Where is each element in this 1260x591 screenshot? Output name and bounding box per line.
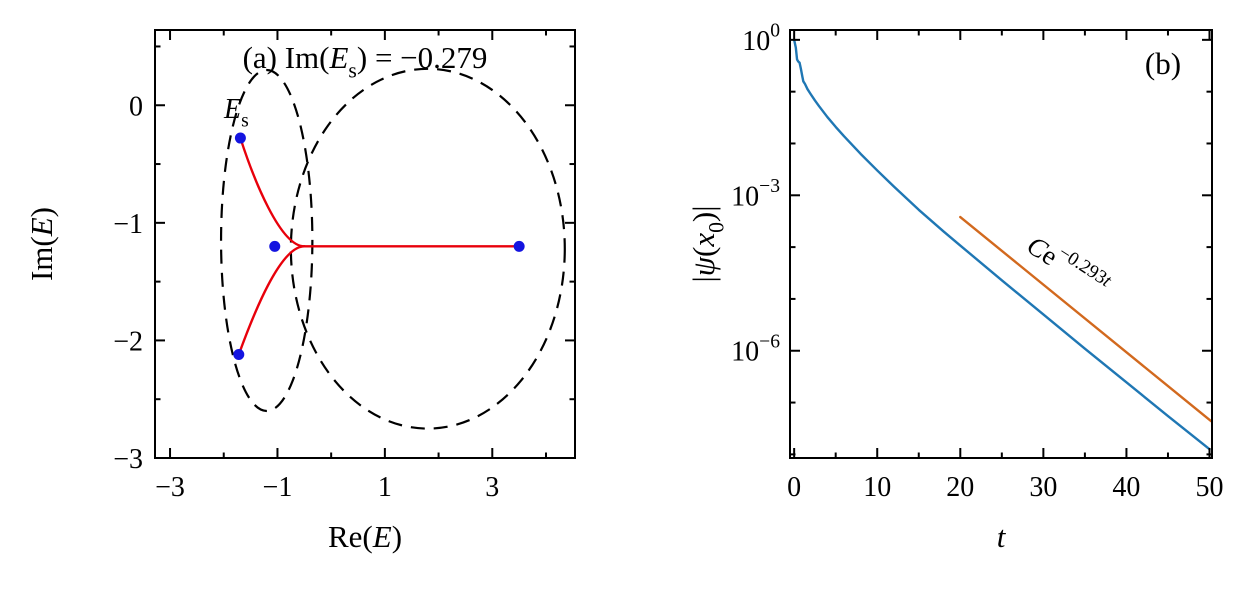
text-segment: 0 xyxy=(770,20,780,41)
text-segment: Re( xyxy=(328,519,373,554)
text-segment: −3 xyxy=(113,444,143,475)
text-segment: 10 xyxy=(742,26,770,57)
panel-a-y-tick-label: −3 xyxy=(113,444,143,475)
text-segment: )| xyxy=(686,206,721,223)
panel-b-axes-frame xyxy=(789,29,1213,459)
text-segment: ) xyxy=(392,519,402,554)
text-segment: −3 xyxy=(155,472,185,503)
text-segment: E xyxy=(223,94,241,125)
dashed-spectral-contour-1 xyxy=(219,68,314,413)
text-segment: −1 xyxy=(263,472,293,503)
text-segment: 20 xyxy=(946,472,974,503)
panel-b-y-tick-label: 10−6 xyxy=(731,331,780,367)
text-segment: −2 xyxy=(113,326,143,357)
text-segment: (a) Im( xyxy=(243,40,330,75)
panel-b-ylabel: |ψ(x0)| xyxy=(686,206,728,283)
text-segment: 3 xyxy=(485,472,499,503)
panel-a-x-tick-label: −3 xyxy=(155,472,185,503)
panel-a-y-tick-label: −2 xyxy=(113,326,143,357)
text-segment: −6 xyxy=(759,331,780,352)
panel-b-y-tick-label: 100 xyxy=(742,20,780,56)
panel-a-annotation: (a) Im(Es) = −0.279 xyxy=(243,40,488,82)
text-segment: ) = −0.279 xyxy=(357,40,488,75)
panel-b-xlabel: t xyxy=(997,519,1007,554)
panel-a-xlabel: Re(E) xyxy=(328,519,402,554)
panel-a-x-tick-label: −1 xyxy=(263,472,293,503)
es-point-label: Es xyxy=(223,94,249,131)
panel-b-x-tick-label: 30 xyxy=(1029,472,1057,503)
text-segment: 50 xyxy=(1196,472,1224,503)
text-segment: (b) xyxy=(1145,46,1181,81)
text-segment: 10 xyxy=(863,472,891,503)
text-segment: 30 xyxy=(1029,472,1057,503)
exponential-fit-curve xyxy=(959,215,1213,423)
panel-b-x-tick-label: 20 xyxy=(946,472,974,503)
panel-a-x-tick-label: 1 xyxy=(378,472,392,503)
eigenvalue-point-3 xyxy=(513,240,525,252)
panel-a-complex-energy-plot: Es−3 −1 1 30−1−2−3(a) Im(Es) = −0.279Re(E)I… xyxy=(24,29,576,554)
panel-a-ylabel: Im(E) xyxy=(24,207,59,281)
wavefunction-amplitude-curve xyxy=(792,38,1211,451)
red-branch-lower xyxy=(237,245,306,356)
eigenvalue-point-4 xyxy=(233,349,245,361)
text-segment: 10 xyxy=(731,337,759,368)
text-segment: ) xyxy=(24,207,59,217)
panel-b-x-tick-label: 10 xyxy=(863,472,891,503)
text-segment: 0 xyxy=(787,472,801,503)
text-segment: 10 xyxy=(731,181,759,212)
eigenvalue-point-1 xyxy=(234,132,246,144)
text-segment: s xyxy=(241,110,249,131)
fit-label: Ce−0.293t xyxy=(1022,226,1116,304)
text-segment: E xyxy=(372,519,392,554)
text-segment: s xyxy=(348,58,356,82)
text-segment: E xyxy=(328,40,348,75)
text-segment: 40 xyxy=(1112,472,1140,503)
panel-a-y-tick-label: 0 xyxy=(129,91,143,122)
text-segment: −0.293 xyxy=(1054,242,1110,289)
text-segment: 0 xyxy=(704,222,728,233)
dashed-spectral-contour-2 xyxy=(289,67,566,430)
panel-b-x-tick-label: 0 xyxy=(787,472,801,503)
panel-b-y-tick-label: 10−3 xyxy=(731,176,780,212)
text-segment: −1 xyxy=(113,209,143,240)
text-segment: t xyxy=(997,519,1007,554)
panel-a-axes-frame xyxy=(154,29,576,459)
text-segment: | xyxy=(686,276,721,282)
panel-b-label: (b) xyxy=(1145,46,1181,81)
text-segment: 1 xyxy=(378,472,392,503)
text-segment: ψ xyxy=(686,256,721,276)
text-segment: E xyxy=(24,217,59,237)
panel-a-y-tick-label: −1 xyxy=(113,209,143,240)
eigenvalue-point-2 xyxy=(269,240,281,252)
panel-b-x-tick-label: 40 xyxy=(1112,472,1140,503)
panel-b-x-tick-label: 50 xyxy=(1196,472,1224,503)
text-segment: x xyxy=(686,233,721,248)
text-segment: −3 xyxy=(759,176,780,197)
text-segment: Im( xyxy=(24,236,59,281)
text-segment: 0 xyxy=(129,91,143,122)
red-branch-upper xyxy=(239,136,306,248)
panel-a-x-tick-label: 3 xyxy=(485,472,499,503)
text-segment: ( xyxy=(686,247,721,257)
